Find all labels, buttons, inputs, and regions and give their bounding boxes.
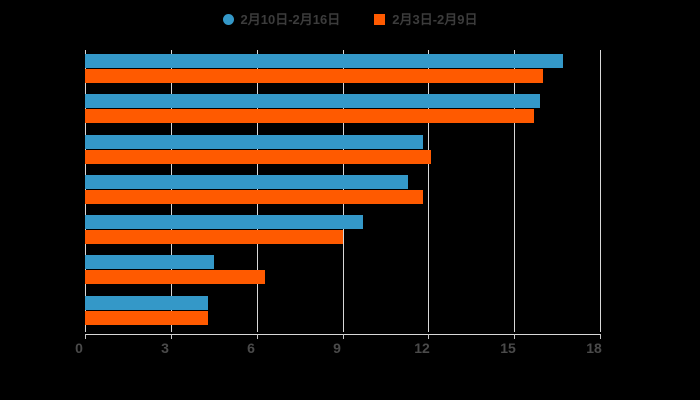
x-axis-tick-label: 18 <box>586 340 602 356</box>
bar-group: 美国 <box>85 90 600 130</box>
x-axis-tick-label: 3 <box>161 340 169 356</box>
bar-group: 日本 <box>85 50 600 90</box>
bar-series-1[interactable] <box>85 134 423 149</box>
bar-series-1[interactable] <box>85 54 563 68</box>
x-tick-mark <box>171 334 172 339</box>
bar-series-1[interactable] <box>85 295 209 310</box>
bar-series-1[interactable] <box>85 215 363 230</box>
gridline <box>600 50 601 332</box>
plot-area: 日本美国其他韩国中国德国英国 <box>85 50 601 332</box>
gridline <box>514 50 515 332</box>
legend-item-series-2[interactable]: 2月3日-2月9日 <box>374 13 477 26</box>
x-axis-tick-label: 0 <box>75 340 83 356</box>
x-tick-mark <box>257 334 258 339</box>
x-axis-tick-label: 6 <box>247 340 255 356</box>
x-axis-tick-label: 9 <box>333 340 341 356</box>
x-tick-mark <box>85 334 86 339</box>
bar-series-1[interactable] <box>85 255 214 270</box>
bar-series-1[interactable] <box>85 174 409 189</box>
bar-group: 德国 <box>85 251 600 291</box>
bar-series-2[interactable] <box>85 310 209 325</box>
bar-series-2[interactable] <box>85 69 543 83</box>
legend-square-marker-icon <box>374 13 386 25</box>
x-tick-mark <box>514 334 515 339</box>
bar-series-2[interactable] <box>85 109 535 124</box>
bar-series-2[interactable] <box>85 189 423 204</box>
x-axis-tick-label: 12 <box>414 340 430 356</box>
x-tick-mark <box>600 334 601 339</box>
bar-group: 韩国 <box>85 171 600 211</box>
x-tick-mark <box>428 334 429 339</box>
bar-group: 中国 <box>85 211 600 251</box>
bar-series-2[interactable] <box>85 270 266 285</box>
bar-series-2[interactable] <box>85 230 343 245</box>
legend-circle-marker-icon <box>222 13 234 25</box>
legend-label-series-2: 2月3日-2月9日 <box>392 11 478 27</box>
legend-label-series-1: 2月10日-2月16日 <box>240 11 341 27</box>
gridline <box>428 50 429 332</box>
chart-legend: 2月10日-2月16日 2月3日-2月9日 <box>0 6 700 32</box>
bar-group: 英国 <box>85 292 600 332</box>
x-axis-tick-label: 15 <box>500 340 516 356</box>
x-tick-mark <box>343 334 344 339</box>
legend-item-series-1[interactable]: 2月10日-2月16日 <box>222 11 341 27</box>
bar-series-1[interactable] <box>85 94 540 109</box>
bar-group: 其他 <box>85 131 600 171</box>
bar-series-2[interactable] <box>85 149 432 164</box>
